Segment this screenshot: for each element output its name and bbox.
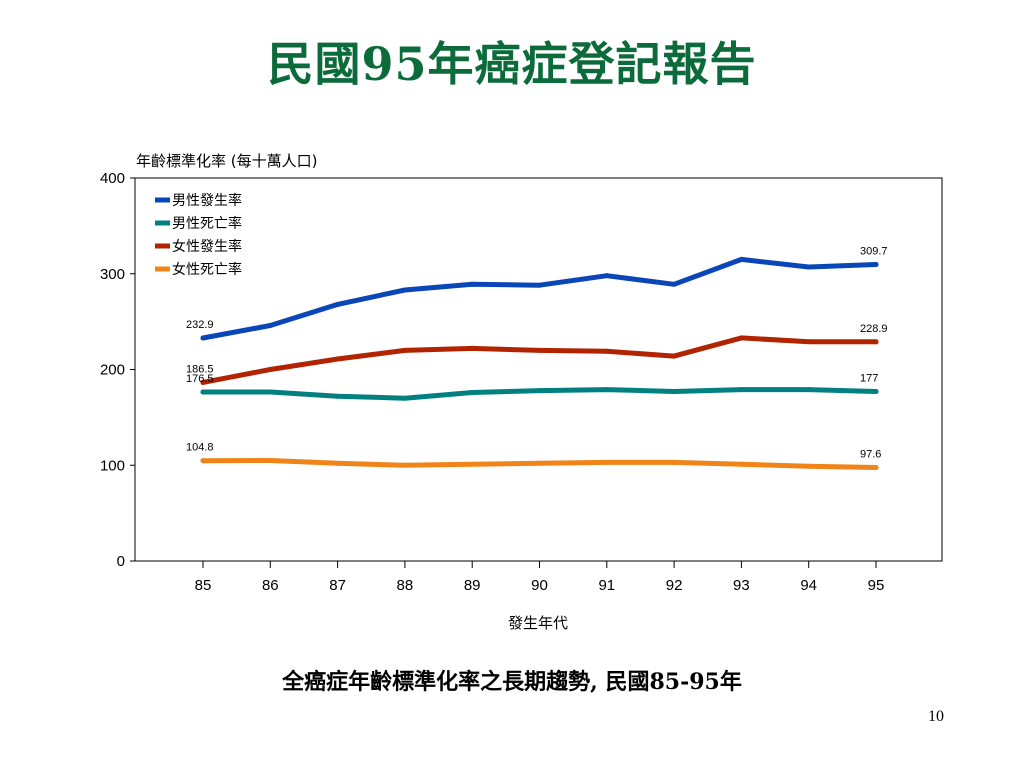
data-point [335,356,341,362]
data-point [873,465,879,471]
data-point [469,281,475,287]
x-tick-label: 88 [397,577,414,594]
y-tick-label: 300 [100,266,125,283]
legend-label: 男性發生率 [172,192,242,209]
data-point [671,281,677,287]
y-tick-label: 200 [100,362,125,379]
data-point [200,335,206,341]
legend-label: 男性死亡率 [172,215,242,232]
data-label-last: 177 [860,373,878,385]
data-point [200,389,206,395]
data-point [267,389,273,395]
data-label-first: 232.9 [186,319,214,331]
data-point [671,389,677,395]
data-label-last: 97.6 [860,449,881,461]
data-point [806,387,812,393]
y-tick-label: 100 [100,457,125,474]
legend-label: 女性發生率 [172,238,242,255]
data-point [537,282,542,288]
data-point [671,459,677,465]
data-label-last: 228.9 [860,323,888,335]
x-axis-title: 發生年代 [508,614,568,632]
x-tick-label: 89 [464,577,481,594]
series-layer [200,256,879,471]
y-tick-label: 400 [100,170,125,187]
data-point [806,264,812,270]
data-point [806,463,812,469]
data-point [200,379,206,385]
data-point [267,367,273,372]
plot-frame [134,177,943,562]
series-line-2 [200,335,879,385]
x-tick-label: 85 [195,577,212,594]
y-axis: 0 100 200 300 400 [100,170,135,570]
data-point [738,387,744,393]
data-point [537,388,542,394]
x-tick-label: 93 [733,577,750,594]
data-point [537,347,542,353]
data-point [671,353,677,359]
data-point [267,457,273,463]
x-tick-label: 86 [262,577,279,594]
data-point [335,393,341,399]
data-point [469,389,475,395]
data-point [738,335,744,341]
x-tick-label: 91 [598,577,615,594]
data-point [873,261,879,267]
data-point [469,345,475,351]
y-axis-title: 年齡標準化率 (每十萬人口) [136,152,317,170]
data-label-first: 186.5 [186,363,214,375]
data-point [402,395,408,401]
data-point [402,462,408,468]
data-point [537,460,542,466]
data-point [604,348,610,354]
page-number: 10 [928,708,944,725]
data-point [402,347,408,353]
y-tick-label: 0 [117,553,125,570]
x-tick-label: 90 [531,577,548,594]
data-point [604,273,610,279]
data-label-last: 309.7 [860,245,888,257]
legend-label: 女性死亡率 [172,261,242,278]
data-point [604,459,610,465]
data-point [738,461,744,467]
series-line-0 [200,256,879,341]
data-label-first: 176.5 [186,373,214,385]
x-tick-label: 94 [800,577,817,594]
data-point [335,301,341,307]
data-point [402,287,408,293]
chart-caption: 全癌症年齡標準化率之長期趨勢, 民國85-95年 [282,669,742,695]
data-point [469,461,475,467]
data-point [738,256,744,262]
data-point [200,458,206,464]
slide-title: 民國95年癌症登記報告 [267,37,757,91]
data-label-first: 104.8 [186,442,214,454]
data-point [873,389,879,395]
x-tick-label: 92 [666,577,683,594]
x-axis: 85 86 87 88 89 90 91 92 93 94 95 [195,561,885,594]
data-point [335,460,341,466]
data-point [604,387,610,393]
line-chart: 年齡標準化率 (每十萬人口) 發生年代 0 100 200 300 400 85 86 87… [100,152,943,632]
x-tick-label: 87 [329,577,346,594]
x-tick-label: 95 [868,577,885,594]
data-labels: 232.9 309.7 176.5 177 186.5 228.9 104.8 97.6 [186,245,888,460]
data-point [873,339,879,345]
data-point [806,339,812,345]
data-point [267,322,273,328]
